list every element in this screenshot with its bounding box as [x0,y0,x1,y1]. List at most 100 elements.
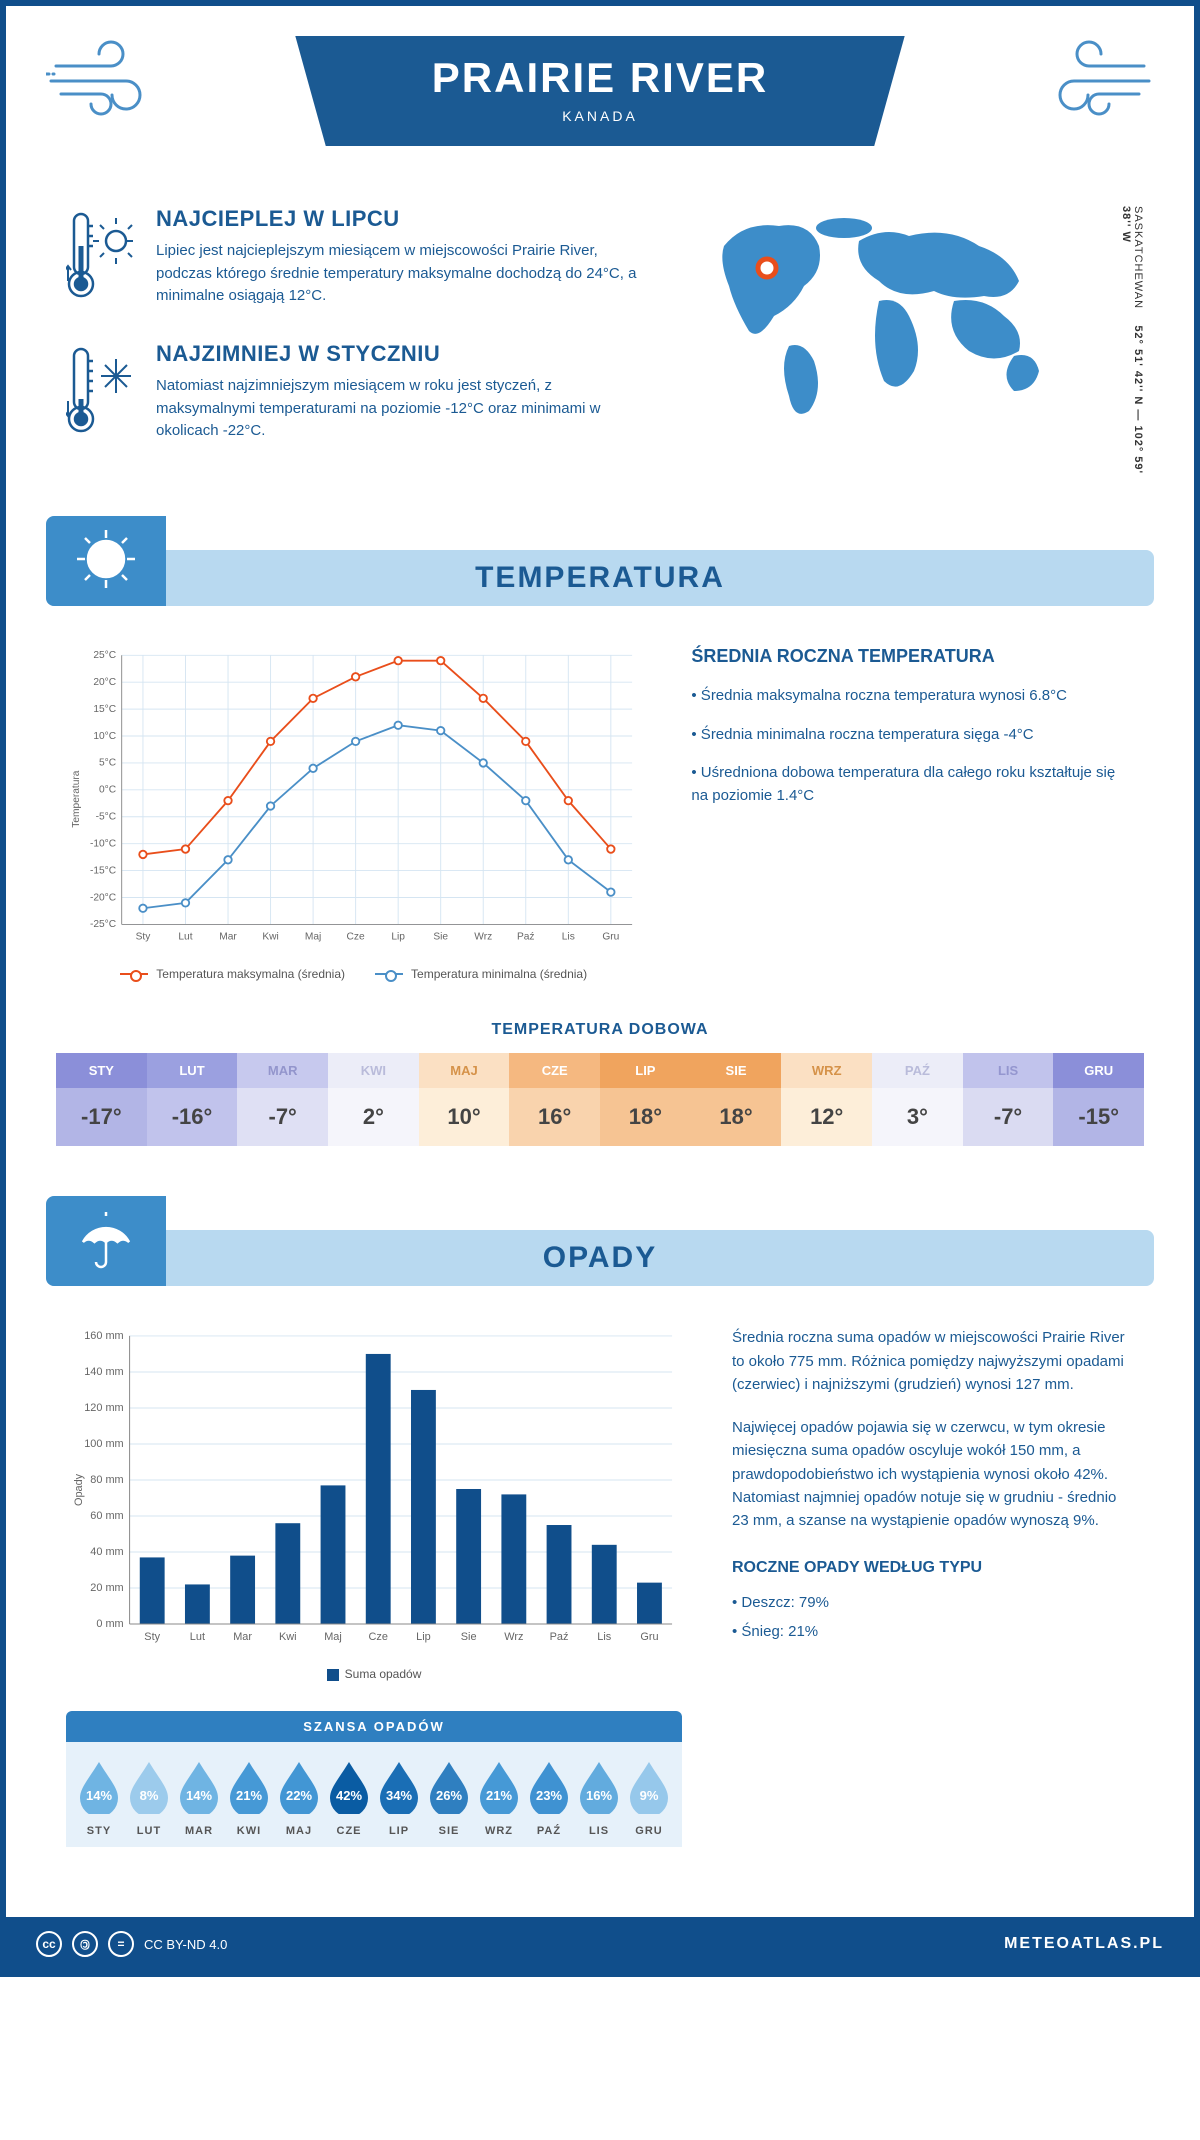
warmest-heading: NAJCIEPLEJ W LIPCU [156,206,654,232]
svg-text:26%: 26% [436,1788,462,1803]
svg-text:23%: 23% [536,1788,562,1803]
chance-cell: 34%LIP [376,1758,422,1837]
svg-text:Sie: Sie [433,931,448,942]
daily-col: KWI2° [328,1053,419,1146]
svg-text:0°C: 0°C [99,785,116,796]
page: PRAIRIE RIVER KANADA NAJCIEPLEJ W LIPCU … [0,0,1200,1977]
section-title: TEMPERATURA [475,561,725,595]
svg-text:Wrz: Wrz [474,931,492,942]
svg-text:120 mm: 120 mm [84,1402,123,1414]
precip-body: 160 mm140 mm120 mm100 mm80 mm60 mm40 mm2… [6,1286,1194,1867]
section-bar: OPADY [46,1230,1154,1286]
coldest-block: NAJZIMNIEJ W STYCZNIU Natomiast najzimni… [66,341,654,446]
daily-col: LIP18° [600,1053,691,1146]
chance-cell: 26%SIE [426,1758,472,1837]
precip-p2: Najwięcej opadów pojawia się w czerwcu, … [732,1416,1134,1532]
nd-icon: = [108,1931,134,1957]
svg-text:Cze: Cze [369,1631,388,1643]
svg-text:21%: 21% [236,1788,262,1803]
svg-text:Mar: Mar [219,931,237,942]
svg-text:16%: 16% [586,1788,612,1803]
annual-temp-p3: • Uśredniona dobowa temperatura dla całe… [691,762,1134,807]
daily-col: WRZ12° [781,1053,872,1146]
daily-temp-title: TEMPERATURA DOBOWA [6,1001,1194,1053]
svg-text:Sty: Sty [144,1631,160,1643]
svg-text:Lip: Lip [416,1631,431,1643]
svg-text:-15°C: -15°C [90,865,116,876]
svg-text:Paź: Paź [550,1631,569,1643]
bar-legend: Suma opadów [66,1667,682,1681]
svg-text:-5°C: -5°C [96,812,117,823]
temperature-chart: 25°C20°C15°C10°C5°C0°C-5°C-10°C-15°C-20°… [66,646,641,981]
precip-chart: 160 mm140 mm120 mm100 mm80 mm60 mm40 mm2… [66,1326,682,1847]
daily-col: STY-17° [56,1053,147,1146]
svg-text:Kwi: Kwi [279,1631,297,1643]
world-map-icon [694,206,1094,426]
svg-text:40 mm: 40 mm [90,1546,123,1558]
daily-col: MAR-7° [237,1053,328,1146]
license-block: cc 🄯 = CC BY-ND 4.0 [36,1931,227,1957]
svg-text:60 mm: 60 mm [90,1510,123,1522]
precip-type-block: ROCZNE OPADY WEDŁUG TYPU • Deszcz: 79% •… [732,1556,1134,1643]
coordinates-label: SASKATCHEWAN 52° 51' 42'' N — 102° 59' 3… [1120,206,1144,476]
umbrella-icon [71,1204,141,1279]
svg-text:160 mm: 160 mm [84,1330,123,1342]
svg-text:14%: 14% [86,1788,112,1803]
temperature-body: 25°C20°C15°C10°C5°C0°C-5°C-10°C-15°C-20°… [6,606,1194,1001]
svg-text:Temperatura: Temperatura [71,770,82,828]
daily-col: LUT-16° [147,1053,238,1146]
temperature-section-header: TEMPERATURA [46,516,1154,606]
title-banner: PRAIRIE RIVER KANADA [295,36,904,146]
intro-section: NAJCIEPLEJ W LIPCU Lipiec jest najcieple… [6,186,1194,516]
coldest-text: Natomiast najzimniejszym miesiącem w rok… [156,375,654,443]
svg-text:Gru: Gru [640,1631,658,1643]
section-tab [46,516,166,606]
annual-temp-p1: • Średnia maksymalna roczna temperatura … [691,685,1134,708]
svg-text:Lip: Lip [391,931,405,942]
intro-text-column: NAJCIEPLEJ W LIPCU Lipiec jest najcieple… [66,206,654,476]
svg-text:5°C: 5°C [99,758,116,769]
chance-cell: 21%KWI [226,1758,272,1837]
section-title: OPADY [543,1241,657,1275]
svg-text:0 mm: 0 mm [96,1618,123,1630]
svg-text:Gru: Gru [602,931,619,942]
chance-cell: 21%WRZ [476,1758,522,1837]
region-name: SASKATCHEWAN [1132,206,1144,309]
svg-text:Sie: Sie [461,1631,477,1643]
svg-text:9%: 9% [640,1788,659,1803]
svg-text:Mar: Mar [233,1631,252,1643]
svg-text:10°C: 10°C [93,731,116,742]
precip-type-heading: ROCZNE OPADY WEDŁUG TYPU [732,1556,1134,1581]
daily-col: SIE18° [691,1053,782,1146]
chance-row: 14%STY8%LUT14%MAR21%KWI22%MAJ42%CZE34%LI… [66,1742,682,1847]
wind-icon [46,36,166,121]
precip-summary: Średnia roczna suma opadów w miejscowośc… [732,1326,1134,1847]
precip-p1: Średnia roczna suma opadów w miejscowośc… [732,1326,1134,1396]
by-icon: 🄯 [72,1931,98,1957]
wind-icon [1034,36,1154,121]
sun-icon [71,524,141,599]
chance-cell: 14%STY [76,1758,122,1837]
svg-text:22%: 22% [286,1788,312,1803]
daily-temp-table: STY-17°LUT-16°MAR-7°KWI2°MAJ10°CZE16°LIP… [56,1053,1144,1146]
svg-text:8%: 8% [140,1788,159,1803]
cc-icon: cc [36,1931,62,1957]
precip-snow: • Śnieg: 21% [732,1620,1134,1643]
daily-col: GRU-15° [1053,1053,1144,1146]
daily-col: PAŹ3° [872,1053,963,1146]
coldest-heading: NAJZIMNIEJ W STYCZNIU [156,341,654,367]
chance-cell: 42%CZE [326,1758,372,1837]
svg-text:Paź: Paź [517,931,535,942]
annual-temp-p2: • Średnia minimalna roczna temperatura s… [691,724,1134,747]
svg-text:25°C: 25°C [93,650,116,661]
chance-cell: 9%GRU [626,1758,672,1837]
svg-text:Lis: Lis [597,1631,611,1643]
svg-text:-10°C: -10°C [90,838,116,849]
warmest-text: Lipiec jest najcieplejszym miesiącem w m… [156,240,654,308]
temperature-summary: ŚREDNIA ROCZNA TEMPERATURA • Średnia mak… [691,646,1134,981]
location-title: PRAIRIE RIVER [295,54,904,102]
svg-text:Lis: Lis [562,931,575,942]
svg-text:Cze: Cze [347,931,365,942]
svg-text:80 mm: 80 mm [90,1474,123,1486]
daily-col: MAJ10° [419,1053,510,1146]
